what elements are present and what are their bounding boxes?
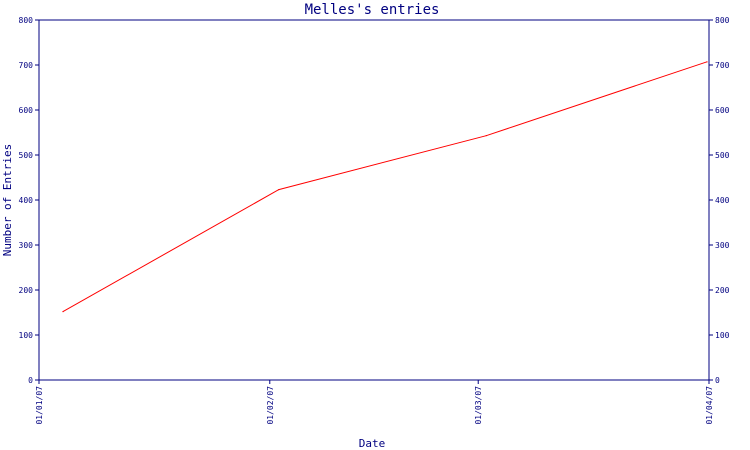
y-tick-label-left: 600 bbox=[19, 106, 34, 115]
y-tick-label-left: 400 bbox=[19, 196, 34, 205]
y-tick-label-right: 300 bbox=[715, 241, 730, 250]
y-tick-label-left: 800 bbox=[19, 16, 34, 25]
y-tick-label-right: 100 bbox=[715, 331, 730, 340]
chart-title: Melles's entries bbox=[305, 2, 440, 18]
y-axis-label: Number of Entries bbox=[1, 144, 14, 257]
data-point bbox=[706, 61, 708, 63]
y-tick-label-right: 800 bbox=[715, 16, 730, 25]
y-tick-label-right: 200 bbox=[715, 286, 730, 295]
y-tick-label-left: 100 bbox=[19, 331, 34, 340]
x-axis-label: Date bbox=[359, 437, 386, 450]
plot-area-frame bbox=[38, 19, 710, 381]
data-point bbox=[485, 135, 487, 137]
y-tick-label-right: 500 bbox=[715, 151, 730, 160]
data-point bbox=[62, 311, 64, 313]
y-tick-label-right: 0 bbox=[715, 376, 720, 385]
x-tick-label: 01/03/07 bbox=[474, 386, 483, 425]
y-tick-label-right: 600 bbox=[715, 106, 730, 115]
y-axis-right: 0 100 200 300 400 500 600 700 800 bbox=[709, 16, 730, 385]
y-tick-label-right: 400 bbox=[715, 196, 730, 205]
y-tick-label-left: 500 bbox=[19, 151, 34, 160]
y-tick-label-left: 700 bbox=[19, 61, 34, 70]
y-tick-label-right: 700 bbox=[715, 61, 730, 70]
y-tick-label-left: 0 bbox=[28, 376, 33, 385]
x-tick-label: 01/02/07 bbox=[266, 386, 275, 425]
y-tick-label-left: 300 bbox=[19, 241, 34, 250]
series-layer bbox=[62, 61, 708, 313]
x-axis: 01/01/07 01/02/07 01/03/07 01/04/07 bbox=[35, 380, 714, 425]
x-tick-label: 01/01/07 bbox=[35, 386, 44, 425]
y-axis-left: 0 100 200 300 400 500 600 700 800 bbox=[19, 16, 39, 385]
y-tick-label-left: 200 bbox=[19, 286, 34, 295]
x-tick-label: 01/04/07 bbox=[705, 386, 714, 425]
series-line bbox=[62, 61, 708, 313]
data-point bbox=[278, 189, 280, 191]
